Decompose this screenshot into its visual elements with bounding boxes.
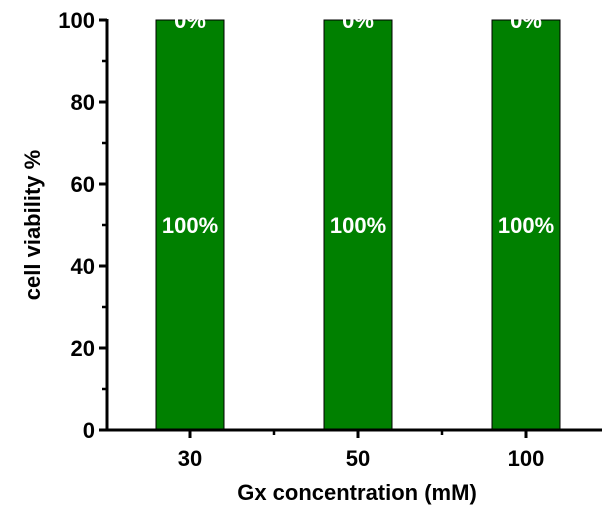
y-tick-label: 20 xyxy=(71,336,95,361)
y-tick-label: 80 xyxy=(71,90,95,115)
x-tick-label: 30 xyxy=(178,446,202,471)
y-ticks: 0 20 40 60 80 100 xyxy=(58,8,107,443)
x-axis-title: Gx concentration (mM) xyxy=(237,480,477,505)
data-label: 0% xyxy=(342,8,374,33)
y-axis-title: cell viability % xyxy=(20,150,45,300)
data-label: 100% xyxy=(162,213,218,238)
x-tick-label: 100 xyxy=(508,446,545,471)
data-label: 0% xyxy=(174,8,206,33)
bar-segment xyxy=(491,19,561,431)
x-ticks: 30 50 100 xyxy=(178,430,545,471)
y-tick-label: 60 xyxy=(71,172,95,197)
y-tick-label: 0 xyxy=(83,418,95,443)
bar-segment xyxy=(323,19,393,431)
plot-area: 100% 0% 100% 0% 100% 0% xyxy=(155,8,561,431)
y-tick-label: 100 xyxy=(58,8,95,33)
x-tick-label: 50 xyxy=(346,446,370,471)
bar-segment xyxy=(155,19,225,431)
data-label: 0% xyxy=(510,8,542,33)
data-label: 100% xyxy=(330,213,386,238)
y-tick-label: 40 xyxy=(71,254,95,279)
data-label: 100% xyxy=(498,213,554,238)
